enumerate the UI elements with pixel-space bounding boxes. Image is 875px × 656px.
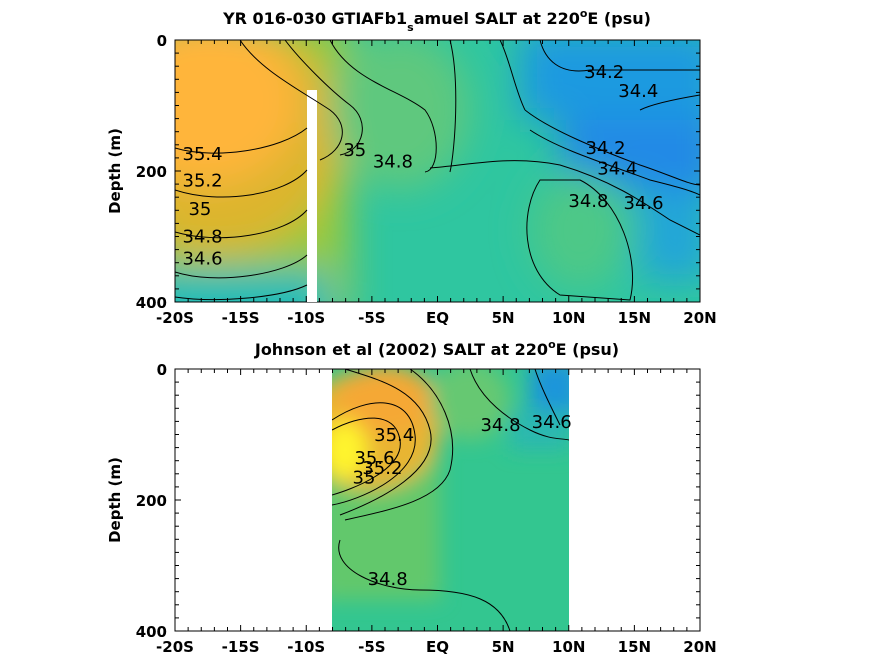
top-contour-lines	[175, 40, 700, 301]
top-contour-label: 34.4	[597, 158, 637, 179]
bottom-axes: -20S -15S -10S -5S EQ 5N 10N 15N 20N 0 200 400	[136, 361, 717, 656]
bottom-contour-label: 35.4	[374, 425, 414, 446]
top-xtick-label: 15N	[618, 309, 651, 327]
top-ytick-label: 200	[136, 163, 167, 181]
top-contour-label: 35.4	[183, 144, 223, 165]
top-contour-label: 34.2	[585, 138, 625, 159]
bottom-xtick-label: -5S	[358, 638, 385, 656]
bottom-xtick-label: 15N	[618, 638, 651, 656]
top-contour-label: 34.2	[584, 62, 624, 83]
top-xtick-label: -20S	[156, 309, 194, 327]
top-xtick-label: EQ	[426, 309, 449, 327]
bottom-ylabel: Depth (m)	[106, 457, 124, 543]
top-missing-data-strip	[307, 90, 317, 302]
bottom-contour-label: 35.2	[362, 458, 402, 479]
top-axes: -20S -15S -10S -5S EQ 5N 10N 15N 20N 0 200 400	[136, 32, 717, 327]
top-contour-label: 34.8	[183, 226, 223, 247]
top-contour-label: 35	[188, 199, 211, 220]
bottom-contour-labels: 35.635.4 35.235 34.8 34.6 34.8	[353, 412, 572, 590]
bottom-ytick-label: 0	[157, 361, 167, 379]
bottom-xtick-label: -20S	[156, 638, 194, 656]
bottom-contour-label: 35.6	[354, 448, 394, 469]
bottom-contour-lines	[332, 369, 569, 631]
bottom-xtick-label: EQ	[426, 638, 449, 656]
bottom-contour-label: 34.6	[532, 412, 572, 433]
bottom-chart-title: Johnson et al (2002) SALT at 220oE (psu)	[254, 338, 619, 359]
bottom-panel: Johnson et al (2002) SALT at 220oE (psu)	[106, 338, 717, 656]
bottom-xtick-label: 10N	[552, 638, 585, 656]
top-contour-label: 34.6	[183, 249, 223, 270]
top-xtick-label: 10N	[552, 309, 585, 327]
top-contour-label: 34.8	[373, 152, 413, 173]
top-xtick-label: -10S	[287, 309, 325, 327]
bottom-xtick-label: 5N	[492, 638, 515, 656]
bottom-xtick-label: -10S	[287, 638, 325, 656]
top-xtick-label: 5N	[492, 309, 515, 327]
top-ytick-label: 0	[157, 32, 167, 50]
bottom-ytick-label: 400	[136, 623, 167, 641]
top-contour-labels: 35.435.23534.834.63534.834.234.434.234.4…	[183, 62, 664, 270]
bottom-xtick-label: -15S	[222, 638, 260, 656]
bottom-ytick-label: 200	[136, 492, 167, 510]
top-ylabel: Depth (m)	[106, 128, 124, 214]
top-contour-label: 34.6	[624, 193, 664, 214]
bottom-contour-label: 34.8	[480, 415, 520, 436]
bottom-contour-label: 34.8	[368, 569, 408, 590]
top-ytick-label: 400	[136, 294, 167, 312]
top-xtick-label: -5S	[358, 309, 385, 327]
bottom-contour-label: 35	[353, 468, 376, 489]
top-contour-label: 34.4	[618, 81, 658, 102]
bottom-xtick-label: 20N	[683, 638, 716, 656]
top-panel: YR 016-030 GTIAFb1samuel SALT at 220oE (…	[106, 7, 717, 327]
top-xtick-label: -15S	[222, 309, 260, 327]
top-xtick-label: 20N	[683, 309, 716, 327]
top-contour-label: 35.2	[183, 171, 223, 192]
top-contour-label: 34.8	[568, 191, 608, 212]
top-chart-title: YR 016-030 GTIAFb1samuel SALT at 220oE (…	[222, 7, 651, 34]
top-contour-label: 35	[343, 140, 366, 161]
